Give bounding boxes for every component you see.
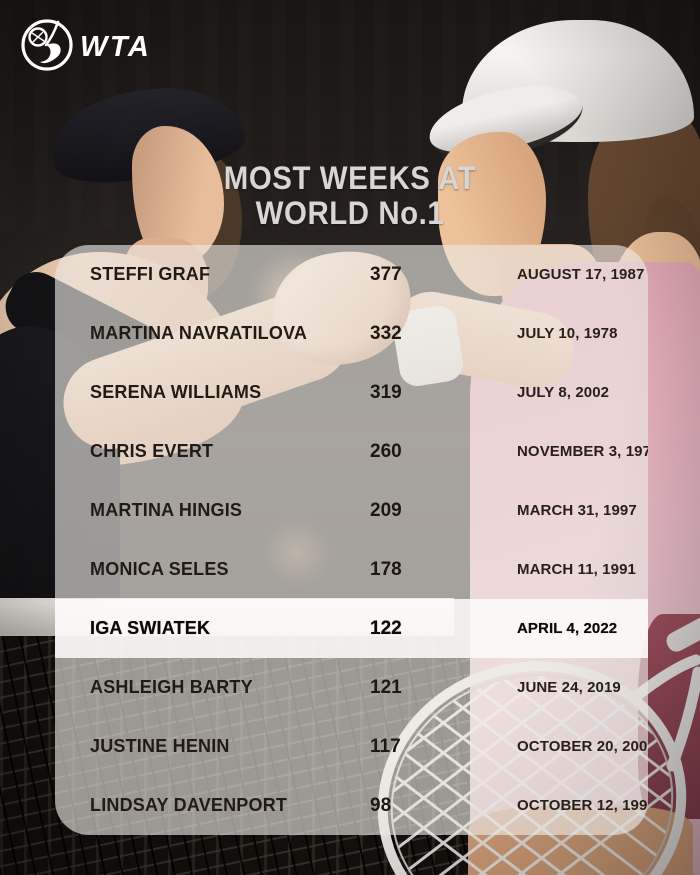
wta-logo: WTA [21, 19, 151, 71]
table-row: LINDSAY DAVENPORT 98 OCTOBER 12, 1998 [55, 776, 648, 835]
weeks-value: 117 [370, 735, 401, 757]
leaderboard-panel: STEFFI GRAF 377 AUGUST 17, 1987 MARTINA … [55, 245, 648, 835]
date-value: OCTOBER 12, 1998 [517, 797, 648, 814]
date-value: MARCH 31, 1997 [517, 502, 637, 519]
date-value: NOVEMBER 3, 1975 [517, 443, 648, 460]
date-value: JUNE 24, 2019 [517, 679, 621, 696]
weeks-value: 121 [370, 676, 402, 698]
date-value: OCTOBER 20, 2003 [517, 738, 648, 755]
table-row: ASHLEIGH BARTY 121 JUNE 24, 2019 [55, 658, 648, 717]
date-value: AUGUST 17, 1987 [517, 266, 645, 283]
player-name: SERENA WILLIAMS [90, 382, 262, 402]
date-value: MARCH 11, 1991 [517, 561, 636, 578]
player-name: CHRIS EVERT [90, 441, 214, 461]
racquet-head-icon [28, 27, 48, 47]
table-row: MARTINA NAVRATILOVA 332 JULY 10, 1978 [55, 304, 648, 363]
player-name: MARTINA NAVRATILOVA [90, 323, 308, 343]
table-row: IGA SWIATEK 122 APRIL 4, 2022 [55, 599, 648, 658]
wta-wordmark: WTA [80, 31, 151, 63]
player-name: MONICA SELES [90, 559, 229, 579]
title-line-2: WORLD No.1 [255, 195, 445, 232]
weeks-value: 260 [370, 440, 402, 462]
player-name: JUSTINE HENIN [90, 736, 230, 756]
title-line-1: MOST WEEKS AT [223, 160, 477, 196]
player-name: ASHLEIGH BARTY [90, 677, 253, 697]
weeks-value: 122 [370, 617, 402, 639]
weeks-value: 377 [370, 263, 402, 285]
weeks-value: 319 [370, 381, 402, 403]
table-row: JUSTINE HENIN 117 OCTOBER 20, 2003 [55, 717, 648, 776]
weeks-value: 178 [370, 558, 402, 580]
weeks-value: 98 [370, 794, 392, 816]
table-row: STEFFI GRAF 377 AUGUST 17, 1987 [55, 245, 648, 304]
table-rows: STEFFI GRAF 377 AUGUST 17, 1987 MARTINA … [55, 245, 648, 835]
weeks-value: 332 [370, 322, 402, 344]
player-name: LINDSAY DAVENPORT [90, 795, 288, 815]
date-value: JULY 8, 2002 [517, 384, 610, 401]
player-name: IGA SWIATEK [90, 618, 211, 638]
table-row: MONICA SELES 178 MARCH 11, 1991 [55, 540, 648, 599]
date-value: APRIL 4, 2022 [517, 620, 618, 637]
weeks-value: 209 [370, 499, 402, 521]
page-title: MOST WEEKS AT WORLD No.1 [28, 160, 672, 232]
player-silhouette-icon [40, 43, 61, 64]
table-row: SERENA WILLIAMS 319 JULY 8, 2002 [55, 363, 648, 422]
table-row: MARTINA HINGIS 209 MARCH 31, 1997 [55, 481, 648, 540]
date-value: JULY 10, 1978 [517, 325, 618, 342]
table-row: CHRIS EVERT 260 NOVEMBER 3, 1975 [55, 422, 648, 481]
player-name: STEFFI GRAF [90, 264, 211, 284]
player-name: MARTINA HINGIS [90, 500, 243, 520]
